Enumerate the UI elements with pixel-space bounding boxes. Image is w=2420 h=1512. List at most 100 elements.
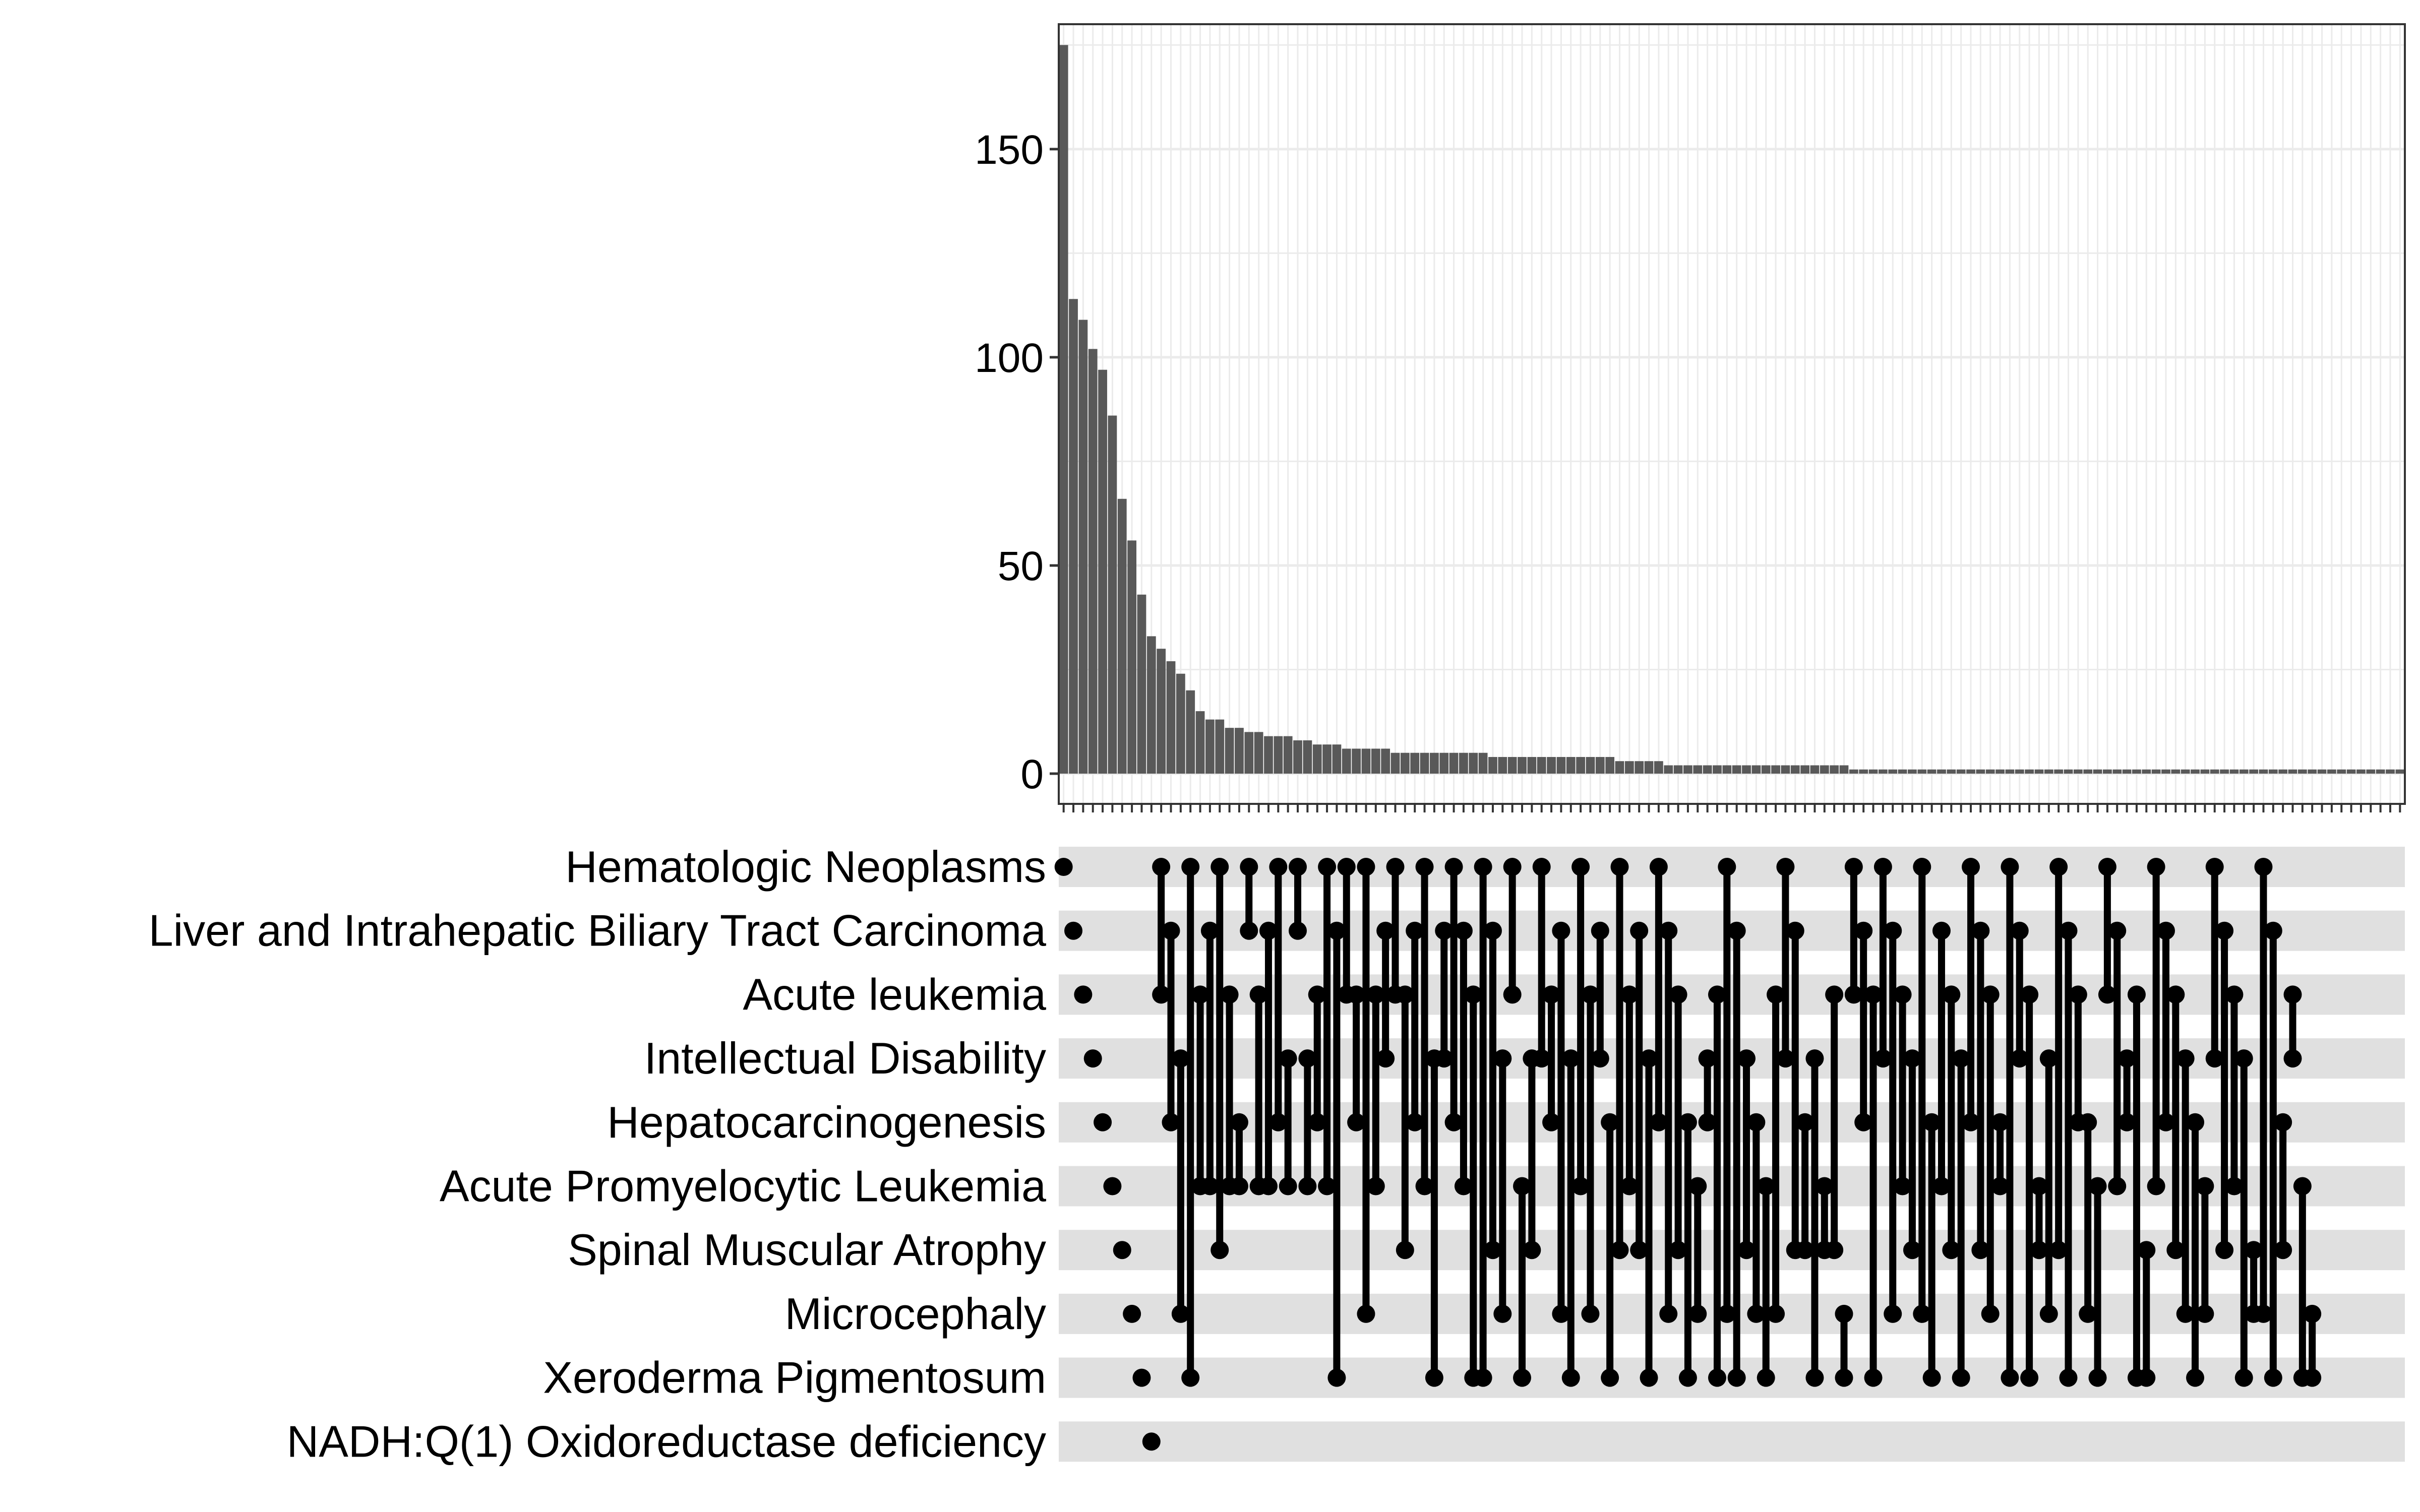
bar [1078, 320, 1088, 774]
bar [1878, 769, 1888, 774]
intersection-dot [1532, 1049, 1551, 1068]
intersection-dot [2079, 1113, 2097, 1131]
intersection-dot [1601, 1113, 1619, 1131]
intersection-dot [1669, 1241, 1687, 1259]
intersection-dot [1659, 1304, 1678, 1323]
intersection-dot [2196, 1304, 2214, 1323]
intersection-dot [1552, 1304, 1570, 1323]
intersection-dot [1854, 921, 1873, 940]
bar [1176, 673, 1185, 774]
bar [2239, 769, 2249, 774]
bar [1166, 661, 1176, 774]
intersection-dot [1932, 1177, 1951, 1195]
intersection-dot [1357, 1304, 1375, 1323]
bar [1966, 769, 1975, 774]
bar [2229, 769, 2239, 774]
bar [2083, 769, 2093, 774]
intersection-dot [1981, 1304, 2000, 1323]
intersection-dot [1962, 858, 1980, 876]
intersection-dot [1366, 1177, 1385, 1195]
bar [1790, 765, 1800, 774]
intersection-dot [1581, 985, 1600, 1004]
bar [2151, 769, 2161, 774]
bar [1137, 594, 1146, 774]
bar [1576, 757, 1586, 774]
set-label: Intellectual Disability [644, 1033, 1046, 1083]
bar [1664, 765, 1673, 774]
intersection-dot [1162, 921, 1180, 940]
intersection-dot [2079, 1304, 2097, 1323]
intersection-dot [2176, 1304, 2195, 1323]
bar [2327, 769, 2336, 774]
intersection-dot [1483, 921, 1502, 940]
bar [2073, 769, 2083, 774]
intersection-dot [1825, 985, 1844, 1004]
bar [2278, 769, 2288, 774]
intersection-dot [1513, 1368, 1532, 1387]
intersection-dot [1630, 921, 1649, 940]
intersection-dot [1581, 1304, 1600, 1323]
intersection-dot [2049, 858, 2068, 876]
bar [1927, 769, 1937, 774]
intersection-dot [2166, 985, 2185, 1004]
intersection-dot [1200, 1177, 1219, 1195]
intersection-dot [2254, 1304, 2273, 1323]
bar [1303, 740, 1312, 774]
intersection-dot [1289, 858, 1307, 876]
bar [1742, 765, 1751, 774]
bar [2200, 769, 2210, 774]
intersection-dot [1308, 985, 1326, 1004]
bar [1859, 769, 1868, 774]
bar [2054, 769, 2064, 774]
bar [1527, 757, 1537, 774]
y-tick-label: 50 [998, 543, 1044, 589]
intersection-dot [1767, 1304, 1785, 1323]
intersection-dot [1415, 1177, 1434, 1195]
intersection-dot [1952, 1049, 1970, 1068]
intersection-dot [2098, 985, 2116, 1004]
intersection-dot [1922, 1368, 1941, 1387]
bar [2356, 769, 2366, 774]
bar [1908, 769, 1917, 774]
set-label: Acute Promyelocytic Leukemia [440, 1161, 1046, 1211]
intersection-dot [2137, 1241, 2156, 1259]
intersection-dot [1298, 1049, 1317, 1068]
intersection-dot [1259, 1177, 1278, 1195]
bar [2191, 769, 2200, 774]
intersection-dot [2215, 921, 2234, 940]
bar [1976, 769, 1985, 774]
intersection-dot [1337, 858, 1356, 876]
intersection-dot [1971, 1241, 1990, 1259]
intersection-dot [1805, 1049, 1824, 1068]
intersection-dot [2118, 1113, 2136, 1131]
intersection-dot [1152, 858, 1171, 876]
intersection-dot [1132, 1368, 1151, 1387]
plot-background [1059, 24, 2405, 774]
intersection-dot [1454, 1177, 1473, 1195]
bar [1390, 752, 1400, 774]
intersection-dot [2293, 1177, 2312, 1195]
bar [2034, 769, 2044, 774]
bar [1088, 349, 1098, 774]
intersection-dot [1922, 1113, 1941, 1131]
intersection-dot [1942, 1241, 1961, 1259]
intersection-dot [2030, 1177, 2048, 1195]
set-label: Spinal Muscular Atrophy [568, 1225, 1046, 1275]
intersection-dot [1483, 1241, 1502, 1259]
bar [2102, 769, 2112, 774]
intersection-dot [1289, 921, 1307, 940]
intersection-dot [1123, 1304, 1141, 1323]
bar [1771, 765, 1780, 774]
intersection-dot [1835, 1304, 1853, 1323]
bar [1849, 769, 1858, 774]
intersection-dot [2118, 1049, 2136, 1068]
intersection-dot [2127, 985, 2146, 1004]
intersection-size-panel: 0 50 100 150 [975, 23, 2406, 812]
intersection-dot [1971, 921, 1990, 940]
intersection-matrix-panel: Hematologic Neoplasms Liver and Intrahepa… [149, 842, 2405, 1466]
bar [2346, 769, 2356, 774]
intersection-dot [1074, 985, 1093, 1004]
intersection-dot [2283, 985, 2302, 1004]
bar [2268, 769, 2278, 774]
intersection-dot [1318, 858, 1337, 876]
